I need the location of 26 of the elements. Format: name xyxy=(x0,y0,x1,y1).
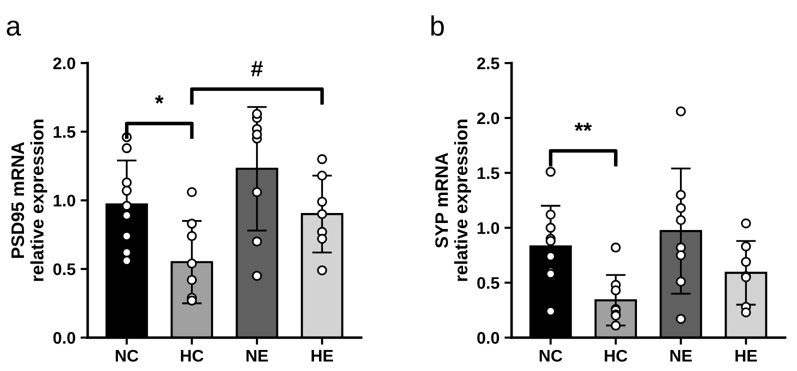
y-tick-label: 1.0 xyxy=(54,194,76,207)
x-tick-label: NC xyxy=(116,350,138,362)
annotation: # xyxy=(251,61,263,76)
x-tick-label: HE xyxy=(312,350,334,362)
x-tick-label: NC xyxy=(540,350,562,362)
y-axis-title: SYP mRNA relative expression xyxy=(435,120,472,281)
y-tick-label: 2.0 xyxy=(477,112,500,124)
y-tick-label: 2.5 xyxy=(477,57,500,70)
annotation: ** xyxy=(574,122,592,132)
y-tick-label: 1.5 xyxy=(478,167,500,180)
x-tick-label: HC xyxy=(604,350,628,362)
y-tick-label: 0.0 xyxy=(53,332,76,344)
y-tick-label: 2.0 xyxy=(53,57,76,70)
y-tick-label: 0.0 xyxy=(477,332,500,344)
chart-title: a xyxy=(6,20,22,36)
x-tick-label: HC xyxy=(180,350,204,362)
annotation: * xyxy=(155,95,164,104)
y-tick-label: 1.5 xyxy=(54,126,76,138)
chart-title: b xyxy=(431,15,444,36)
y-tick-label: 1.0 xyxy=(478,222,500,234)
x-tick-label: NE xyxy=(670,350,692,362)
y-tick-label: 0.5 xyxy=(477,277,500,289)
y-axis-title: PSD95 mRNA relative expression xyxy=(11,120,48,281)
x-tick-label: NE xyxy=(246,350,268,362)
y-tick-label: 0.5 xyxy=(53,263,76,276)
x-tick-label: HE xyxy=(736,350,757,362)
